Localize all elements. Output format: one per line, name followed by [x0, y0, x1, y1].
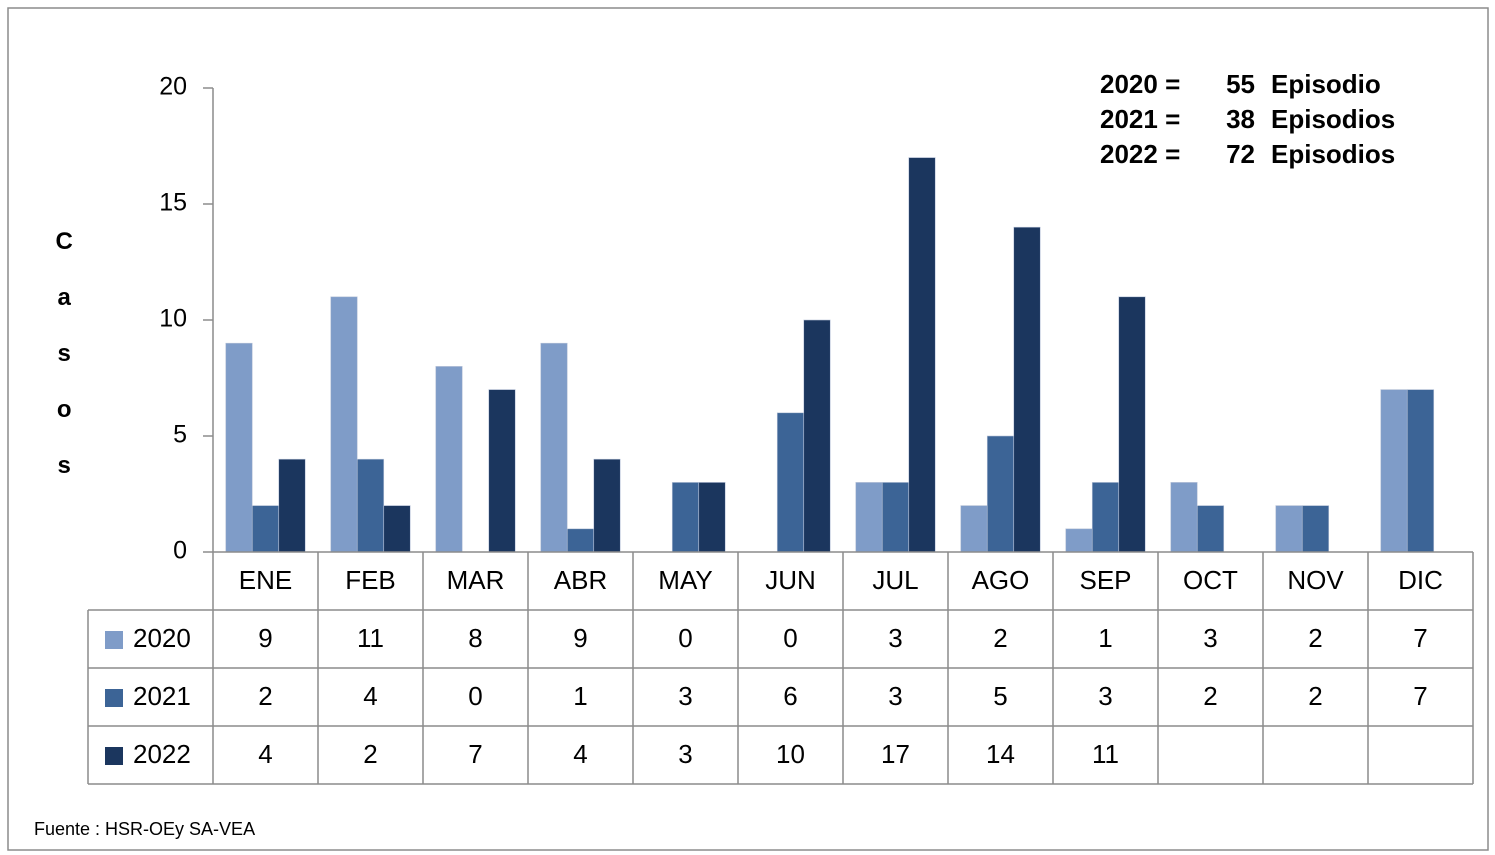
bar [986, 435, 1015, 553]
x-tick-label: JUL [872, 565, 918, 595]
source-note: Fuente : HSR-OEy SA-VEA [34, 819, 255, 839]
table-cell: 2 [1203, 681, 1217, 711]
legend-swatch [105, 689, 123, 707]
annotation-count: 55 [1226, 69, 1255, 99]
bar [698, 482, 726, 553]
table-cell: 0 [678, 623, 692, 653]
bar [330, 296, 358, 553]
bar [1196, 505, 1225, 553]
bar [225, 342, 253, 553]
legend-label: 2020 [133, 623, 191, 653]
x-tick-label: FEB [345, 565, 396, 595]
table-cell: 14 [986, 739, 1015, 769]
table-cell: 11 [357, 623, 384, 653]
annotation-unit: Episodios [1271, 104, 1395, 134]
legend-label: 2021 [133, 681, 191, 711]
bar [488, 389, 516, 553]
y-tick-label: 20 [159, 73, 187, 101]
table-cell: 2 [993, 623, 1007, 653]
annotation-count: 38 [1226, 104, 1255, 134]
table-cell: 2 [1308, 623, 1322, 653]
table-cell: 0 [783, 623, 797, 653]
x-tick-label: DIC [1398, 565, 1443, 595]
x-tick-label: AGO [972, 565, 1030, 595]
bar [251, 505, 280, 553]
bar [881, 482, 910, 553]
x-tick-label: ABR [554, 565, 607, 595]
table-cell: 4 [258, 739, 272, 769]
x-tick-label: NOV [1287, 565, 1344, 595]
y-tick-label: 10 [159, 305, 187, 333]
bar [356, 458, 385, 553]
table-cell: 11 [1092, 739, 1119, 769]
bar [540, 342, 568, 553]
x-tick-label: OCT [1183, 565, 1238, 595]
x-tick-label: MAR [447, 565, 505, 595]
table-cell: 3 [888, 623, 902, 653]
table-cell: 7 [1413, 623, 1427, 653]
y-tick-label: 0 [173, 537, 187, 565]
table-cell: 17 [881, 739, 910, 769]
legend-swatch [105, 747, 123, 765]
table-cell: 10 [776, 739, 805, 769]
table-cell: 7 [468, 739, 482, 769]
bar [1118, 296, 1146, 553]
annotation-label: 2021 = [1100, 104, 1180, 134]
bar [1380, 389, 1408, 553]
table-cell: 9 [573, 623, 587, 653]
bar [776, 412, 805, 553]
table-cell: 3 [1098, 681, 1112, 711]
bar [1275, 505, 1303, 553]
table-cell: 5 [993, 681, 1007, 711]
bar [1091, 482, 1120, 553]
chart-frame [7, 7, 1489, 851]
bar [566, 528, 595, 553]
table-cell: 2 [258, 681, 272, 711]
table-cell: 3 [678, 739, 692, 769]
bar [908, 157, 936, 553]
bar [435, 366, 463, 553]
table-cell: 0 [468, 681, 482, 711]
annotation-count: 72 [1226, 139, 1255, 169]
x-tick-label: SEP [1079, 565, 1131, 595]
bar [960, 505, 988, 553]
table-cell: 3 [888, 681, 902, 711]
y-axis-label: Casos [51, 228, 78, 508]
table-cell: 4 [363, 681, 377, 711]
x-tick-label: ENE [239, 565, 292, 595]
bar [855, 482, 883, 553]
bar [1301, 505, 1330, 553]
bar [803, 319, 831, 553]
annotation-unit: Episodio [1271, 69, 1381, 99]
legend-label: 2022 [133, 739, 191, 769]
bar [1013, 226, 1041, 553]
bar [1406, 389, 1435, 553]
bar [1170, 482, 1198, 553]
bar [593, 458, 621, 553]
x-tick-label: JUN [765, 565, 816, 595]
table-cell: 4 [573, 739, 587, 769]
table-cell: 2 [1308, 681, 1322, 711]
y-tick-label: 15 [159, 189, 187, 217]
table-cell: 1 [573, 681, 587, 711]
table-cell: 8 [468, 623, 482, 653]
annotation-unit: Episodios [1271, 139, 1395, 169]
x-tick-label: MAY [658, 565, 712, 595]
bar [1065, 528, 1093, 553]
table-cell: 7 [1413, 681, 1427, 711]
table-cell: 6 [783, 681, 797, 711]
bar [671, 482, 700, 553]
table-cell: 1 [1098, 623, 1112, 653]
table-cell: 2 [363, 739, 377, 769]
annotation-label: 2022 = [1100, 139, 1180, 169]
table-cell: 9 [258, 623, 272, 653]
bar [278, 458, 306, 553]
y-tick-label: 5 [173, 421, 187, 449]
legend-swatch [105, 631, 123, 649]
bar [383, 505, 411, 553]
annotation-label: 2020 = [1100, 69, 1180, 99]
table-cell: 3 [678, 681, 692, 711]
table-cell: 3 [1203, 623, 1217, 653]
